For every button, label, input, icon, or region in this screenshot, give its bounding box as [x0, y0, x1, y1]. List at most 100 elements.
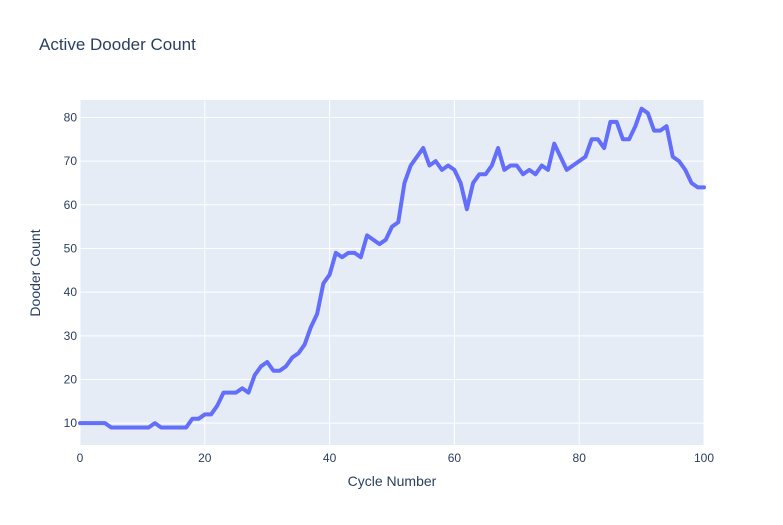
data-point — [440, 168, 444, 172]
data-point — [365, 233, 369, 237]
data-point — [390, 225, 394, 229]
data-point — [265, 360, 269, 364]
data-point — [465, 207, 469, 211]
data-point — [197, 417, 201, 421]
data-point — [552, 142, 556, 146]
data-point — [602, 146, 606, 150]
data-point — [203, 412, 207, 416]
y-tick-label: 40 — [64, 285, 78, 299]
plot-area — [80, 100, 704, 445]
x-tick-label: 0 — [77, 451, 84, 465]
chart-title: Active Dooder Count — [39, 35, 196, 54]
data-point — [677, 159, 681, 163]
data-point — [402, 181, 406, 185]
x-axis-label: Cycle Number — [348, 473, 437, 489]
data-point — [621, 137, 625, 141]
data-point — [665, 124, 669, 128]
data-point — [521, 172, 525, 176]
data-point — [452, 168, 456, 172]
data-point — [583, 155, 587, 159]
data-point — [78, 421, 82, 425]
data-point — [115, 426, 119, 430]
data-point — [315, 312, 319, 316]
data-point — [565, 168, 569, 172]
data-point — [434, 159, 438, 163]
grid-lines — [79, 100, 705, 445]
data-point — [359, 255, 363, 259]
data-point — [415, 155, 419, 159]
data-point — [577, 159, 581, 163]
data-point — [215, 404, 219, 408]
data-point — [159, 426, 163, 430]
data-point — [296, 351, 300, 355]
data-point — [222, 391, 226, 395]
data-point — [103, 421, 107, 425]
x-tick-label: 40 — [323, 451, 337, 465]
data-point — [278, 369, 282, 373]
data-point — [558, 155, 562, 159]
data-point — [184, 426, 188, 430]
data-point — [484, 172, 488, 176]
data-point — [84, 421, 88, 425]
data-point — [640, 107, 644, 111]
data-point — [122, 426, 126, 430]
data-point — [427, 164, 431, 168]
data-point — [596, 137, 600, 141]
data-point — [608, 120, 612, 124]
data-point — [615, 120, 619, 124]
data-point — [515, 164, 519, 168]
data-point — [652, 129, 656, 133]
x-tick-label: 20 — [198, 451, 212, 465]
data-point — [228, 391, 232, 395]
y-axis-label: Dooder Count — [27, 229, 43, 316]
x-tick-label: 100 — [694, 451, 714, 465]
data-point — [340, 255, 344, 259]
data-point — [353, 251, 357, 255]
y-tick-label: 20 — [64, 372, 78, 386]
data-point — [671, 155, 675, 159]
data-point — [571, 164, 575, 168]
data-point — [683, 168, 687, 172]
data-point — [290, 356, 294, 360]
data-point — [534, 172, 538, 176]
data-point — [527, 168, 531, 172]
data-point — [690, 181, 694, 185]
data-point — [259, 364, 263, 368]
y-tick-label: 70 — [64, 154, 78, 168]
data-point — [178, 426, 182, 430]
data-point — [240, 386, 244, 390]
data-point — [328, 273, 332, 277]
x-tick-label: 60 — [448, 451, 462, 465]
data-point — [633, 124, 637, 128]
data-point — [284, 364, 288, 368]
data-point — [502, 168, 506, 172]
data-point — [509, 164, 513, 168]
data-point — [246, 391, 250, 395]
data-point — [128, 426, 132, 430]
series-line — [78, 106, 706, 430]
data-point — [590, 137, 594, 141]
data-point — [696, 185, 700, 189]
y-tick-label: 30 — [64, 329, 78, 343]
data-point — [409, 164, 413, 168]
x-tick-label: 80 — [573, 451, 587, 465]
data-point — [147, 426, 151, 430]
data-point — [321, 281, 325, 285]
data-point — [334, 251, 338, 255]
data-point — [165, 426, 169, 430]
data-point — [658, 129, 662, 133]
data-point — [446, 164, 450, 168]
data-point — [140, 426, 144, 430]
y-tick-label: 50 — [64, 241, 78, 255]
data-point — [190, 417, 194, 421]
data-point — [477, 172, 481, 176]
y-tick-label: 10 — [64, 416, 78, 430]
data-point — [471, 181, 475, 185]
data-point — [490, 164, 494, 168]
data-point — [459, 181, 463, 185]
data-point — [209, 412, 213, 416]
axis-ticks: 0 20 40 60 80 100 10 20 30 40 50 60 70 80 — [64, 110, 715, 465]
data-point — [153, 421, 157, 425]
data-point — [627, 137, 631, 141]
